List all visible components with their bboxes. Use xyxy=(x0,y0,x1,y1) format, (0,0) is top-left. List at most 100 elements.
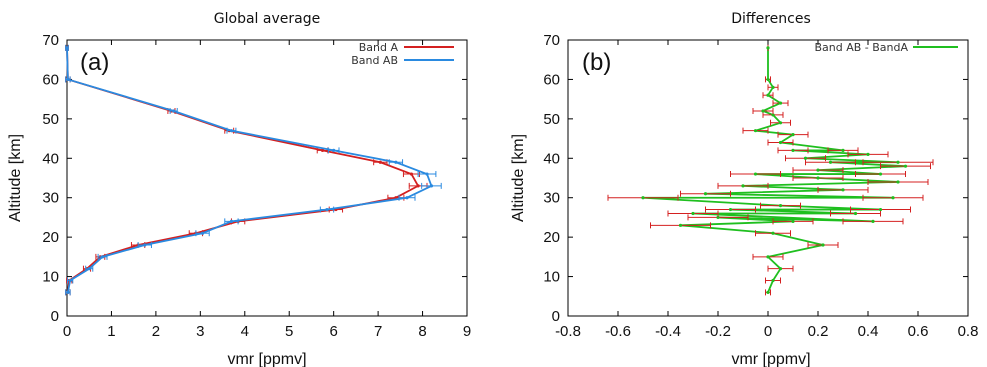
panel-b-series-0-point xyxy=(766,255,770,259)
panel-a-title: Global average xyxy=(214,11,320,27)
panel-b-series-0-point xyxy=(828,160,833,164)
panel-b-x-tick-label: 0.6 xyxy=(908,323,929,340)
panel-a-plot-frame xyxy=(66,39,468,317)
panel-a-series-1-point xyxy=(405,196,409,200)
panel-b-series-0-point xyxy=(816,176,820,180)
panel-b-plot-frame xyxy=(567,39,969,317)
panel-a-series-0-point xyxy=(320,148,325,152)
panel-a-legend: Band A Band AB xyxy=(351,41,454,67)
panel-b-series-0-point xyxy=(691,211,695,216)
panel-a-series-1-point xyxy=(172,109,176,113)
panel-a-series-1-point xyxy=(229,219,234,223)
panel-a-marks xyxy=(65,44,442,296)
panel-b-x-tick-label: -0.8 xyxy=(555,323,581,340)
panel-a-x-tick-label: 8 xyxy=(418,323,426,340)
panel-b-series-0-line xyxy=(642,47,907,293)
panel-a-series-1-point xyxy=(87,267,91,271)
panel-b-title: Differences xyxy=(731,11,810,27)
panel-b-y-tick-label: 70 xyxy=(543,32,560,49)
panel-a-y-tick-label: 60 xyxy=(42,71,59,88)
panel-a-series-1-point xyxy=(100,255,105,259)
panel-b-series-0-point xyxy=(841,148,845,152)
legend-label-band-a: Band A xyxy=(359,41,399,54)
panel-b-y-tick-label: 10 xyxy=(543,269,560,286)
panel-a-y-tick-label: 20 xyxy=(42,229,59,246)
panel-a-x-tick-label: 6 xyxy=(329,323,337,340)
panel-b-y-tick-label: 60 xyxy=(543,71,560,88)
panel-b-series-0-point xyxy=(771,113,775,117)
panel-a-series-0-point xyxy=(416,184,420,188)
panel-b-series-0-point xyxy=(841,188,845,192)
panel-b-series-0-point xyxy=(896,160,900,164)
panel-b-series-0-point xyxy=(741,184,745,188)
panel-b-y-tick-label: 50 xyxy=(543,111,560,128)
panel-a-series-1-point xyxy=(332,148,336,152)
panel-a-ticks: 0 1 2 3 4 5 6 7 8 9 0 10 20 30 40 50 60 70 xyxy=(42,32,471,340)
panel-a-series-1-point xyxy=(68,278,72,283)
panel-a-label: (a) xyxy=(80,49,109,76)
panel-a-series-0-line xyxy=(66,47,420,293)
panel-b-y-tick-label: 0 xyxy=(552,308,560,325)
panel-a-series-1-point xyxy=(229,129,234,133)
panel-b-series-0-point xyxy=(896,180,900,184)
panel-b: Differences (b) vmr [ppmv] Altitude [km]… xyxy=(510,11,978,367)
panel-b-series-0-point xyxy=(703,192,708,196)
panel-b-series-0-point xyxy=(771,278,775,283)
panel-b-series-0-point xyxy=(853,211,858,216)
panel-b-series-0-point xyxy=(766,77,770,82)
panel-a-series-1-point xyxy=(429,184,434,188)
panel-a-x-tick-label: 0 xyxy=(63,323,71,340)
panel-b-series-0-point xyxy=(766,46,770,50)
panel-a-y-tick-label: 40 xyxy=(42,150,59,167)
panel-b-label: (b) xyxy=(582,49,611,76)
panel-a-y-tick-label: 10 xyxy=(42,269,59,286)
panel-a-series-1-point xyxy=(394,160,398,164)
panel-b-series-0-point xyxy=(753,172,758,176)
panel-b-x-tick-label: 0 xyxy=(764,323,772,340)
panel-b-series-0-point xyxy=(771,231,775,235)
panel-b-series-0-point xyxy=(803,156,808,160)
panel-b-series-0-point xyxy=(778,267,783,271)
panel-a-y-axis-label: Altitude [km] xyxy=(7,134,24,222)
panel-a-series-1-point xyxy=(143,243,147,247)
panel-b-series-0-point xyxy=(778,101,783,105)
panel-b-series-0-point xyxy=(891,196,895,200)
panel-b-series-0-point xyxy=(778,121,783,125)
panel-b-series-0-point xyxy=(871,219,875,223)
panel-b-series-0-point xyxy=(766,290,770,294)
panel-a-x-tick-label: 9 xyxy=(463,323,471,340)
panel-a: Global average (a) vmr [ppmv] Altitude [… xyxy=(7,11,471,367)
panel-b-x-tick-label: -0.4 xyxy=(655,323,681,340)
panel-b-series-0-point xyxy=(678,223,683,227)
panel-b-x-tick-label: 0.4 xyxy=(858,323,879,340)
panel-b-series-0-point xyxy=(766,93,770,97)
panel-b-series-0-point xyxy=(716,215,720,220)
panel-b-legend: Band AB - BandA xyxy=(814,41,958,54)
panel-a-series-1-point xyxy=(66,77,70,82)
panel-b-series-0-point xyxy=(821,243,825,247)
panel-b-y-tick-label: 20 xyxy=(543,229,560,246)
panel-a-series-1-line xyxy=(66,47,433,293)
panel-b-x-tick-label: 0.8 xyxy=(958,323,979,340)
panel-a-series-1-point xyxy=(66,290,70,294)
panel-a-x-tick-label: 3 xyxy=(196,323,204,340)
panel-b-series-0-point xyxy=(778,140,783,145)
panel-b-x-tick-label: -0.2 xyxy=(705,323,731,340)
panel-b-x-axis-label: vmr [ppmv] xyxy=(731,351,810,367)
panel-b-x-tick-label: -0.6 xyxy=(605,323,631,340)
panel-a-x-axis-label: vmr [ppmv] xyxy=(227,351,306,367)
panel-b-series-0-point xyxy=(816,168,820,172)
panel-a-series-1-point xyxy=(65,46,69,50)
panel-a-y-tick-label: 70 xyxy=(42,32,59,49)
panel-a-series-1-point xyxy=(325,207,329,212)
panel-b-marks xyxy=(607,44,934,296)
panel-a-y-tick-label: 50 xyxy=(42,111,59,128)
panel-b-y-axis-label: Altitude [km] xyxy=(510,134,527,222)
panel-b-series-0-point xyxy=(791,219,795,223)
panel-a-x-tick-label: 2 xyxy=(152,323,160,340)
panel-a-y-tick-label: 30 xyxy=(42,190,59,207)
panel-a-series-1-point xyxy=(200,231,205,235)
panel-b-series-0-point xyxy=(761,109,765,113)
panel-b-series-0-point xyxy=(866,152,870,156)
